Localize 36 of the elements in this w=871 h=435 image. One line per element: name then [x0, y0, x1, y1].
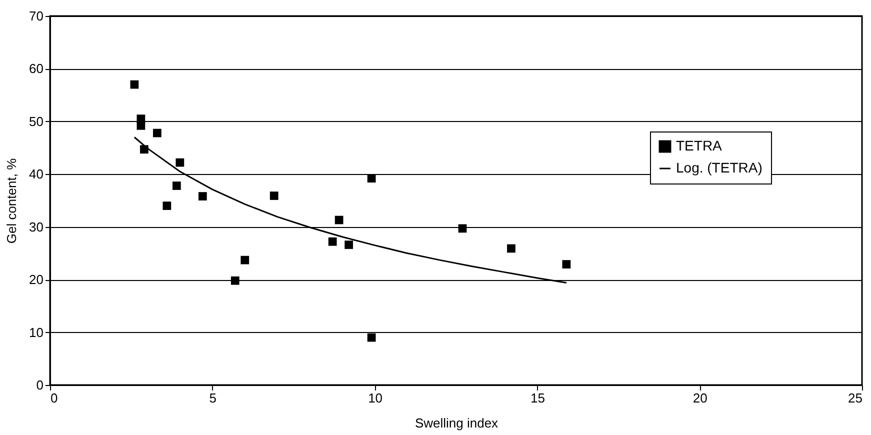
point — [458, 224, 467, 233]
point — [328, 237, 337, 246]
point — [172, 182, 181, 190]
point — [562, 260, 571, 268]
x-tick-label: 20 — [692, 390, 708, 406]
point — [153, 128, 162, 138]
legend-label: TETRA — [676, 138, 723, 154]
y-axis-title: Gel content, % — [4, 158, 20, 244]
point — [230, 276, 240, 285]
point — [136, 121, 146, 130]
point — [507, 244, 516, 253]
point — [344, 240, 353, 249]
point — [240, 256, 250, 264]
y-tick-label: 60 — [29, 61, 44, 76]
x-tick-label: 0 — [50, 390, 58, 406]
y-tick-label: 70 — [29, 8, 44, 24]
point — [334, 216, 344, 224]
x-tick-label: 15 — [530, 390, 545, 406]
point — [270, 192, 278, 200]
x-tick-label: 10 — [368, 390, 383, 406]
x-tick-label: 25 — [848, 390, 862, 406]
y-tick-label: 10 — [29, 324, 44, 340]
x-tick-label: 5 — [209, 390, 217, 406]
point — [130, 80, 139, 89]
x-axis-title: Swelling index — [414, 416, 499, 430]
point — [367, 333, 376, 342]
y-tick-label: 40 — [29, 166, 44, 182]
legend-label: Log. (TETRA) — [676, 160, 762, 176]
point — [367, 174, 376, 183]
point — [176, 158, 184, 167]
y-tick-label: 0 — [36, 378, 44, 392]
point — [198, 192, 207, 200]
point — [162, 202, 172, 210]
y-tick-label: 50 — [29, 114, 44, 129]
y-tick-label: 20 — [29, 272, 44, 288]
y-tick-label: 30 — [29, 219, 44, 234]
